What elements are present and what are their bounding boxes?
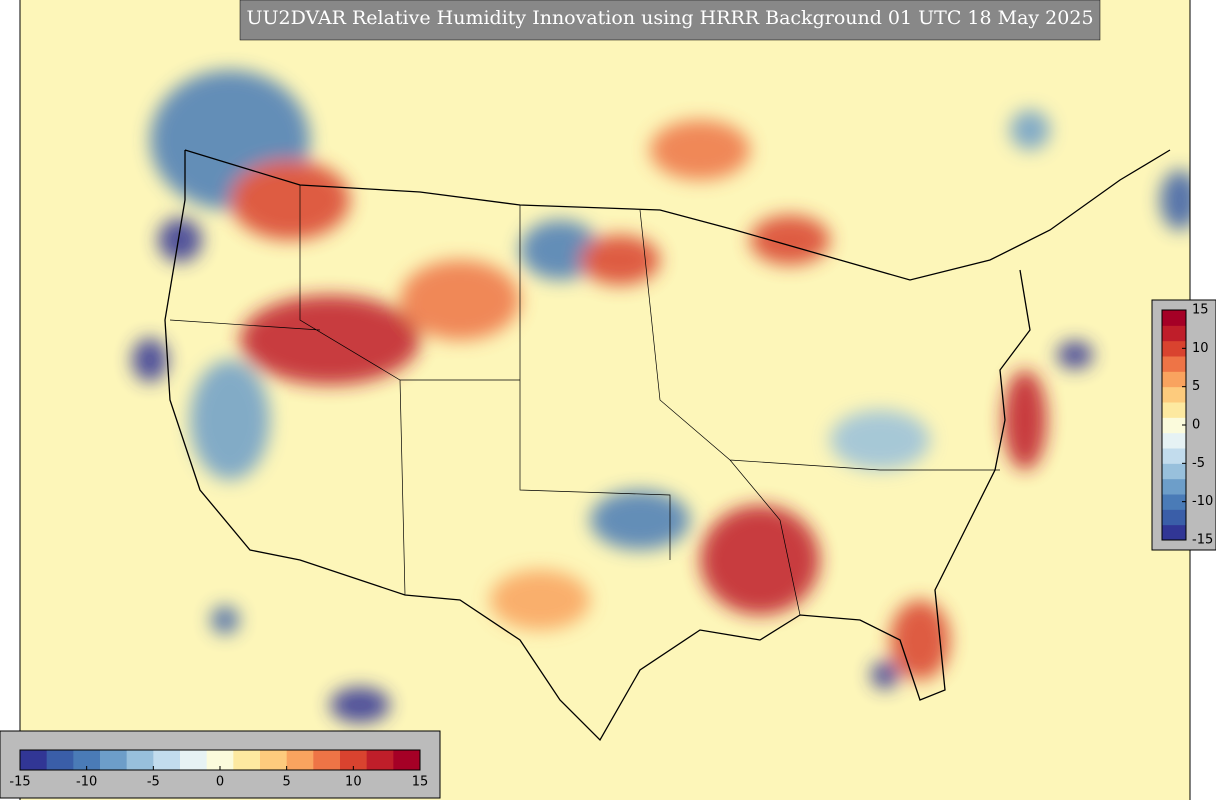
colorbar-segment — [1162, 478, 1186, 495]
colorbar-segment — [1162, 509, 1186, 526]
tick-label: 15 — [1192, 303, 1209, 318]
tick-label: 10 — [345, 775, 362, 790]
colorbar-segment — [206, 750, 234, 770]
tick-label: 15 — [412, 775, 429, 790]
colorbar-segment — [126, 750, 154, 770]
colorbar-right: -15 -10 -5 0 5 10 15 — [1161, 303, 1213, 548]
map-title: UU2DVAR Relative Humidity Innovation usi… — [246, 7, 1093, 29]
colorbar-segment — [20, 750, 48, 770]
tick-label: -5 — [1192, 456, 1205, 471]
tick-label: 0 — [1192, 418, 1200, 433]
colorbar-segment — [1162, 417, 1186, 434]
colorbar-segment — [1162, 494, 1186, 510]
innovation-field — [132, 70, 1190, 723]
colorbar-segment — [1162, 310, 1186, 326]
colorbar-segment — [286, 750, 314, 770]
tick-label: 5 — [1192, 379, 1200, 394]
colorbar-segment — [1162, 325, 1186, 342]
colorbar-segment — [180, 750, 208, 770]
tick-label: -10 — [1192, 494, 1213, 509]
colorbar-segment — [366, 750, 394, 770]
tick-label: -10 — [76, 775, 97, 790]
tick-label: -15 — [1192, 533, 1213, 548]
tick-label: -5 — [147, 775, 160, 790]
colorbar-segment — [1162, 386, 1186, 403]
colorbar-segment — [46, 750, 74, 770]
colorbar-segment — [153, 750, 181, 770]
colorbar-segment — [260, 750, 288, 770]
colorbar-segment — [1162, 371, 1186, 388]
colorbar-segment — [100, 750, 128, 770]
tick-label: 5 — [283, 775, 291, 790]
colorbar-bottom: -15 -10 -5 0 5 10 15 — [9, 749, 429, 790]
tick-label: 10 — [1192, 341, 1209, 356]
colorbar-segment — [313, 750, 341, 770]
colorbar-segment — [1162, 402, 1186, 418]
colorbar-segment — [1162, 340, 1186, 357]
state-borders — [169, 185, 1000, 616]
colorbar-segment — [1162, 432, 1186, 449]
colorbar-segment — [1162, 356, 1186, 372]
colorbar-segment — [1162, 524, 1186, 541]
colorbar-segment — [1162, 448, 1186, 464]
colorbar-segment — [233, 750, 261, 770]
coastline-border — [164, 149, 1171, 742]
colorbar-segment — [1162, 463, 1186, 480]
tick-label: -15 — [9, 775, 30, 790]
tick-label: 0 — [216, 775, 224, 790]
title-box — [239, 0, 1101, 41]
colorbar-segment — [340, 750, 368, 770]
colorbar-segment — [393, 750, 421, 770]
map-area — [20, 0, 1190, 800]
colorbar-segment — [73, 750, 101, 770]
